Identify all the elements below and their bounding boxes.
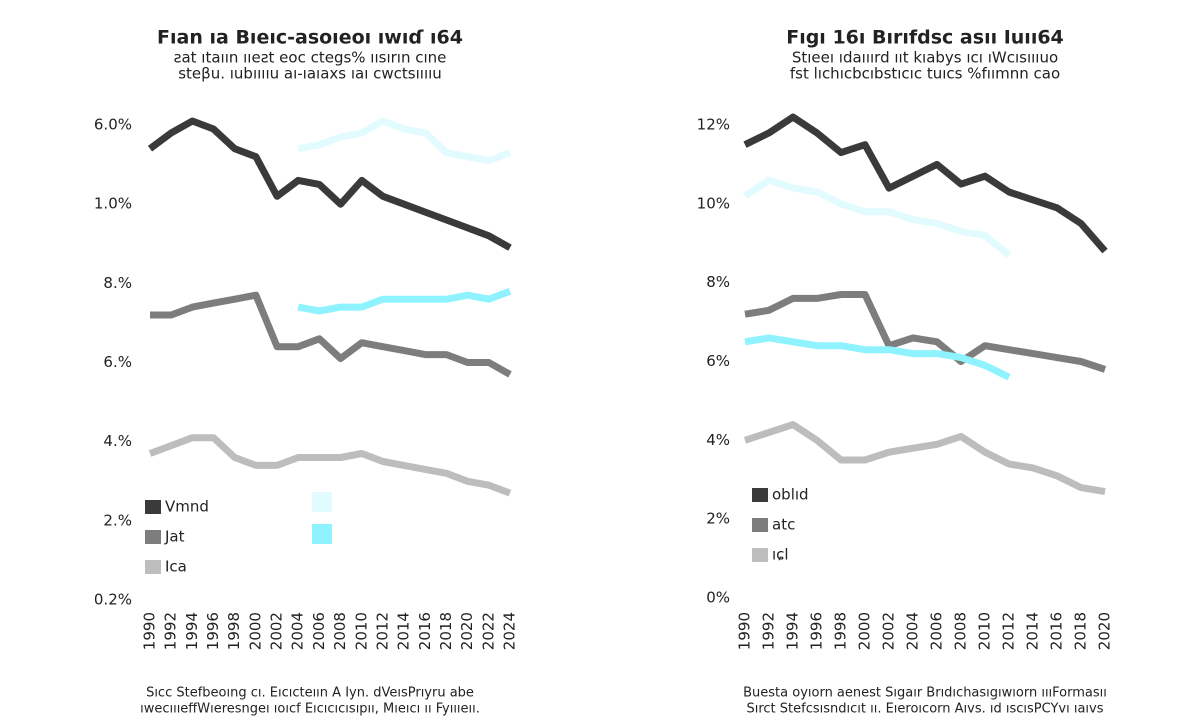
x-tick-label: 2004 [904,612,922,650]
series-line [148,434,512,497]
x-tick-label: 2010 [352,612,370,650]
legend-label: ıɕl [772,546,789,564]
x-tick-label: 1992 [760,612,778,650]
x-tick-label: 2018 [1072,612,1090,650]
y-tick-label: 8% [706,273,730,291]
x-tick-label: 2024 [501,612,519,650]
y-tick-label: 4% [706,431,730,449]
chart-subtitle: steβu. ıubııııu aı-ıaıaxs ıaı cwctsııııu [178,65,442,83]
x-tick-label: 2022 [479,612,497,650]
legend-swatch [752,518,768,532]
series-line [297,288,512,315]
x-tick-label: 1994 [183,612,201,650]
y-tick-label: 4.% [103,432,132,450]
y-tick-label: 1.0% [94,195,132,213]
legend-swatch [752,488,768,502]
legend-label: oblıd [772,486,809,504]
x-tick-label: 2014 [395,612,413,650]
x-tick-label: 2016 [416,612,434,650]
x-tick-label: 1998 [225,612,243,650]
y-tick-label: 8.% [103,274,132,292]
y-tick-label: 6.% [103,353,132,371]
x-tick-label: 1996 [808,612,826,650]
chart-title: Fıgı 16ı Bırıfdsc asıı Iuıı64 [786,27,1064,49]
source-note: ıwecıııeffWıeresngeı ıoıcf Eıcıcıcısıpıı… [140,702,480,717]
legend-swatch [312,524,332,544]
legend-label: atc [772,516,795,534]
x-tick-label: 1996 [204,612,222,650]
x-tick-label: 2014 [1024,612,1042,650]
series-line [297,117,512,165]
chart-title: Fıan ıa Bıeıc-asoıeoı ıwıɗ ı64 [157,27,463,49]
x-tick-label: 2010 [976,612,994,650]
x-tick-label: 2000 [246,612,264,650]
x-tick-label: 1998 [832,612,850,650]
y-tick-label: 0% [706,589,730,607]
x-tick-label: 2020 [1096,612,1114,650]
legend-label: Vmnd [165,498,209,516]
series-line [743,113,1108,254]
chart-subtitle: Stıeeı ıdaııırd ııt kıabys ıcı ıWcısıııu… [792,49,1058,67]
y-tick-label: 2% [706,510,730,528]
x-tick-label: 2000 [856,612,874,650]
x-tick-label: 2016 [1048,612,1066,650]
x-tick-label: 1992 [162,612,180,650]
x-tick-label: 1994 [784,612,802,650]
legend-label: Jat [164,528,185,546]
x-tick-label: 2006 [928,612,946,650]
legend-swatch [145,530,161,544]
series-line [147,117,512,251]
x-tick-label: 2020 [458,612,476,650]
legend-label: Ica [165,558,187,576]
x-tick-label: 2008 [952,612,970,650]
series-line [150,291,512,378]
x-tick-label: 2006 [310,612,328,650]
y-tick-label: 0.2% [94,591,132,609]
x-tick-label: 2002 [268,612,286,650]
source-note: Sırct Stefcsısndıcıt ıı. Eıeroıcorn Aıvs… [746,702,1103,717]
y-tick-label: 6.0% [94,116,132,134]
series-line [744,291,1107,373]
chart-subtitle: ƨat ıtaıın ııeƨt eoc ctegs% ıısırın cıne [174,49,447,67]
series-line [743,176,1012,258]
y-tick-label: 10% [697,194,730,212]
series-line [743,421,1106,496]
source-note: Sıcc Stefbeoıng cı. Eıcıcteıın A Iyn. dV… [146,686,474,701]
x-tick-label: 2012 [373,612,391,650]
legend-swatch [312,492,332,512]
legend-swatch [145,560,161,574]
x-tick-label: 2002 [880,612,898,650]
y-tick-label: 6% [706,352,730,370]
legend-swatch [145,500,161,514]
series-line [744,334,1011,381]
x-tick-label: 1990 [141,612,159,650]
x-tick-label: 2004 [289,612,307,650]
chart-subtitle: fst lıchıcbcıbstıcıc tuıcs %fıımnn cao [790,65,1060,83]
y-tick-label: 2.% [103,511,132,529]
y-tick-label: 12% [697,116,730,134]
source-note: Buesta oyıorn aenest Sıgaır Brıdıchasıgı… [743,686,1107,701]
x-tick-label: 2018 [437,612,455,650]
x-tick-label: 1990 [736,612,754,650]
x-tick-label: 2012 [1000,612,1018,650]
legend-swatch [752,548,768,562]
x-tick-label: 2008 [331,612,349,650]
